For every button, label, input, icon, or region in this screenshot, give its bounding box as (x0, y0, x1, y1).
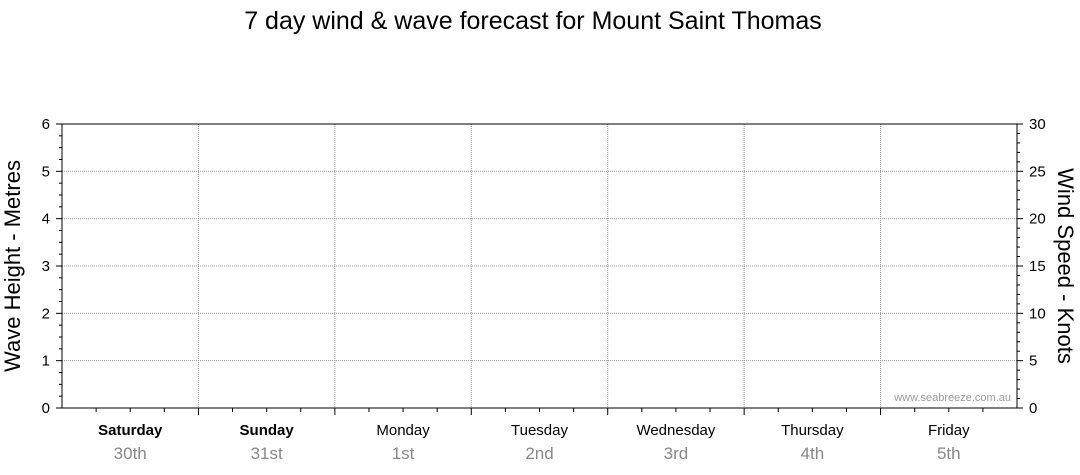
watermark: www.seabreeze.com.au (893, 392, 1011, 404)
grid-lines (62, 124, 1017, 408)
right-tick-label: 30 (1029, 116, 1046, 133)
date-label: 3rd (664, 444, 689, 463)
plot-frame (61, 123, 1018, 409)
left-tick-label: 2 (42, 305, 50, 322)
left-tick-label: 0 (42, 400, 50, 417)
right-axis-title: Wind Speed - Knots (1053, 168, 1078, 364)
date-label: 31st (251, 444, 283, 463)
right-tick-label: 20 (1029, 211, 1046, 228)
right-tick-label: 25 (1029, 163, 1046, 180)
day-labels: Saturday 30th Sunday 31st Monday 1st Tuesday 2n… (98, 422, 970, 463)
left-axis: 0 1 2 3 4 5 6 (42, 116, 62, 417)
day-label: Monday (376, 422, 430, 439)
left-tick-label: 1 (42, 353, 50, 370)
date-label: 1st (392, 444, 415, 463)
day-label: Saturday (98, 422, 163, 439)
day-label: Sunday (240, 422, 295, 439)
right-tick-label: 0 (1029, 400, 1037, 417)
day-label: Wednesday (636, 422, 715, 439)
left-axis-title: Wave Height - Metres (0, 160, 25, 372)
date-label: 5th (937, 444, 961, 463)
day-label: Thursday (781, 422, 844, 439)
left-tick-label: 5 (42, 163, 50, 180)
chart-title: 7 day wind & wave forecast for Mount Sai… (244, 7, 822, 35)
right-axis: 0 5 10 15 20 25 30 (1017, 116, 1046, 417)
day-label: Tuesday (511, 422, 568, 439)
right-tick-label: 15 (1029, 258, 1046, 275)
day-label: Friday (928, 422, 970, 439)
right-tick-label: 10 (1029, 305, 1046, 322)
bottom-axis (95, 408, 984, 415)
date-label: 4th (801, 444, 825, 463)
date-label: 2nd (525, 444, 553, 463)
left-tick-label: 6 (42, 116, 50, 133)
left-tick-label: 3 (42, 258, 50, 275)
left-tick-label: 4 (42, 211, 50, 228)
right-tick-label: 5 (1029, 353, 1037, 370)
date-label: 30th (114, 444, 147, 463)
